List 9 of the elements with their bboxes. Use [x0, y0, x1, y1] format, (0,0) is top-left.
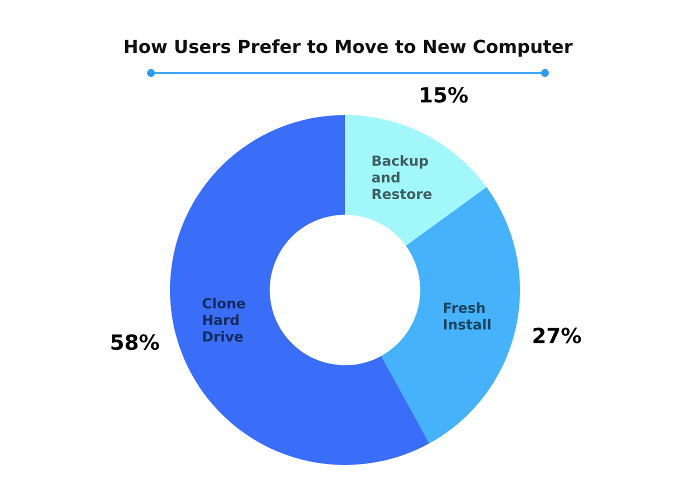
data-label: 27% [533, 328, 582, 344]
slice-label: Clone Hard Drive [202, 298, 246, 342]
slice-label: Backup and Restore [372, 155, 432, 200]
chart-title: How Users Prefer to Move to New Computer [124, 39, 573, 57]
donut-slice [345, 115, 487, 246]
data-label: 15% [420, 86, 468, 103]
data-label: 58% [111, 334, 160, 350]
donut-slice [170, 115, 430, 465]
slice-label: Fresh Install [444, 302, 490, 330]
